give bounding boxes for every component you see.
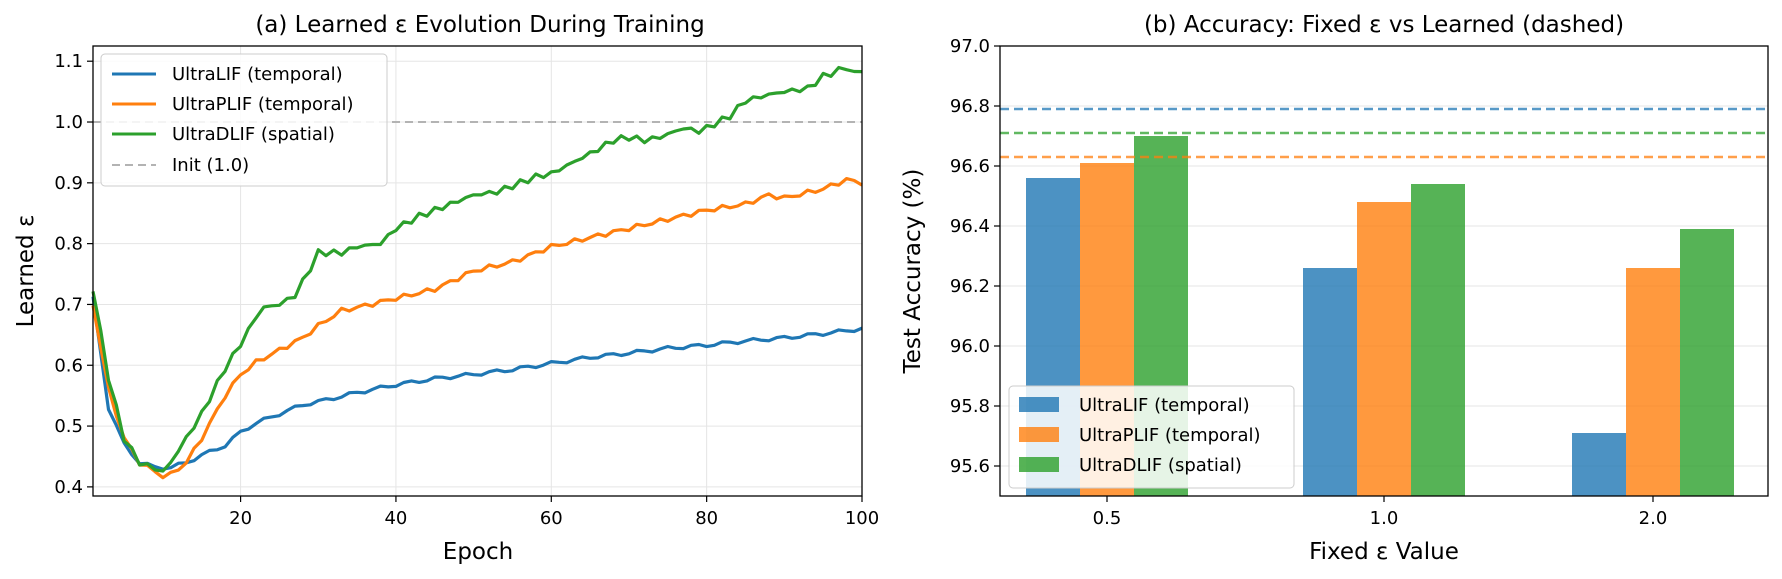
chart-b-x-tick-label: 1.0 <box>1370 508 1399 529</box>
chart-a-title: (a) Learned ε Evolution During Training <box>255 12 704 38</box>
chart-b-y-tick-label: 96.6 <box>950 156 990 177</box>
chart-b-y-tick-label: 96.2 <box>950 276 990 297</box>
chart-a-line-ultradlif <box>91 65 863 473</box>
chart-b-y-tick-label: 97.0 <box>950 36 990 57</box>
chart-b-title: (b) Accuracy: Fixed ε vs Learned (dashed… <box>1144 12 1624 38</box>
chart-b-bar <box>1411 184 1465 496</box>
chart-b-y-tick-label: 96.8 <box>950 96 990 117</box>
chart-a-legend-label-0: UltraLIF (temporal) <box>172 64 343 85</box>
chart-a-x-ticks: 20 40 60 80 100 <box>229 496 879 529</box>
chart-a-x-tick-label: 80 <box>695 508 718 529</box>
chart-a-x-tick-label: 40 <box>384 508 407 529</box>
chart-b-y-tick-label: 95.8 <box>950 396 990 417</box>
chart-b-y-tick-label: 96.4 <box>950 216 990 237</box>
chart-b-y-tick-label: 95.6 <box>950 456 990 477</box>
chart-b-legend: UltraLIF (temporal) UltraPLIF (temporal)… <box>1008 385 1295 489</box>
chart-b-legend-swatch-0 <box>1019 397 1059 412</box>
chart-a-x-label: Epoch <box>443 539 513 565</box>
chart-a-legend: UltraLIF (temporal) UltraPLIF (temporal)… <box>100 53 388 187</box>
chart-b-legend-box <box>1008 385 1295 489</box>
chart-b-bar <box>1626 268 1680 496</box>
chart-b-x-ticks: 0.5 1.0 2.0 <box>1093 496 1668 529</box>
chart-a-legend-box <box>100 53 388 187</box>
chart-a-y-tick-label: 0.8 <box>54 234 83 255</box>
chart-a-y-label: Learned ε <box>13 215 39 328</box>
chart-a-y-ticks: 0.4 0.5 0.6 0.7 0.8 0.9 1.0 1.1 <box>54 51 93 498</box>
chart-b-y-ticks: 95.6 95.8 96.0 96.2 96.4 96.6 96.8 97.0 <box>950 36 1000 477</box>
chart-a-y-tick-label: 1.1 <box>54 51 83 72</box>
chart-a-x-tick-label: 100 <box>845 508 879 529</box>
chart-b-legend-label-2: UltraDLIF (spatial) <box>1079 455 1242 476</box>
chart-b-learned-lines <box>1000 107 1768 159</box>
chart-learned-epsilon: (a) Learned ε Evolution During Training … <box>13 12 879 565</box>
chart-b-legend-swatch-2 <box>1019 457 1059 472</box>
chart-a-legend-label-init: Init (1.0) <box>172 155 249 176</box>
chart-b-y-tick-label: 96.0 <box>950 336 990 357</box>
chart-a-x-tick-label: 20 <box>229 508 252 529</box>
chart-a-frame <box>92 45 863 497</box>
chart-a-series <box>91 65 863 480</box>
chart-a-legend-label-1: UltraPLIF (temporal) <box>172 94 354 115</box>
chart-accuracy-bars: (b) Accuracy: Fixed ε vs Learned (dashed… <box>900 12 1769 565</box>
chart-b-bar <box>1572 433 1626 496</box>
chart-b-bar <box>1303 268 1357 496</box>
chart-a-y-tick-label: 0.7 <box>54 294 83 315</box>
chart-b-legend-swatch-1 <box>1019 427 1059 442</box>
chart-a-y-tick-label: 0.4 <box>54 477 83 498</box>
chart-a-y-tick-label: 1.0 <box>54 112 83 133</box>
chart-a-x-tick-label: 60 <box>540 508 563 529</box>
chart-b-bar <box>1680 229 1734 496</box>
chart-b-x-tick-label: 2.0 <box>1639 508 1668 529</box>
chart-a-y-tick-label: 0.6 <box>54 355 83 376</box>
chart-a-line-ultralif <box>91 296 863 471</box>
chart-a-y-tick-label: 0.9 <box>54 173 83 194</box>
chart-a-legend-label-2: UltraDLIF (spatial) <box>172 124 335 145</box>
chart-b-bar <box>1357 202 1411 496</box>
chart-b-legend-label-0: UltraLIF (temporal) <box>1079 395 1250 416</box>
chart-b-x-tick-label: 0.5 <box>1093 508 1122 529</box>
chart-b-y-label: Test Accuracy (%) <box>900 169 926 375</box>
chart-b-x-label: Fixed ε Value <box>1309 539 1459 565</box>
chart-a-line-ultraplif <box>91 177 863 480</box>
chart-b-legend-label-1: UltraPLIF (temporal) <box>1079 425 1261 446</box>
chart-a-y-tick-label: 0.5 <box>54 416 83 437</box>
